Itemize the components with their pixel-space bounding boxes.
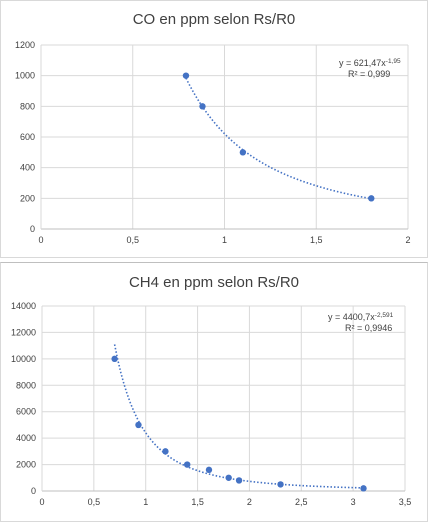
y-tick-label: 12000 xyxy=(11,327,36,337)
data-point xyxy=(360,485,367,492)
x-tick-label: 0 xyxy=(39,497,44,507)
x-tick-label: 1 xyxy=(143,497,148,507)
co-chart-panel: CO en ppm selon Rs/R0 0 0,5 1 1,5 2 0 200 400 60… xyxy=(0,0,428,258)
data-point xyxy=(277,481,284,488)
data-point xyxy=(368,195,375,202)
trendline-r2: R² = 0,999 xyxy=(348,69,390,79)
x-tick-label: 0 xyxy=(38,235,43,245)
co-chart-plot: 0 0,5 1 1,5 2 0 200 400 600 800 1000 1200 y = 621,47… xyxy=(15,40,411,245)
data-point xyxy=(182,72,190,79)
x-tick-label: 2 xyxy=(405,235,410,245)
x-tick-label: 2,5 xyxy=(295,497,308,507)
ch4-chart-panel: CH4 en ppm selon Rs/R0 0 0,5 1 1,5 2 2,5 3 3,5 0… xyxy=(0,262,428,522)
y-tick-label: 2000 xyxy=(16,460,36,470)
x-tick-label: 0,5 xyxy=(88,497,101,507)
y-tick-label: 1200 xyxy=(15,40,35,50)
chart-title: CH4 en ppm selon Rs/R0 xyxy=(128,274,300,291)
equation-base: y = 4400,7x xyxy=(328,312,375,322)
x-tick-label: 1,5 xyxy=(191,497,204,507)
data-point xyxy=(199,103,206,110)
data-point xyxy=(135,421,142,429)
data-point xyxy=(184,461,191,468)
trendline-equation: y = 621,47x-1,95 xyxy=(339,58,401,69)
y-tick-label: 14000 xyxy=(11,301,36,311)
chart-title: CO en ppm selon Rs/R0 xyxy=(132,11,296,28)
x-tick-label: 3,5 xyxy=(399,497,412,507)
x-tick-label: 0,5 xyxy=(126,235,139,245)
y-tick-label: 1000 xyxy=(15,71,35,81)
equation-base: y = 621,47x xyxy=(339,58,386,68)
y-tick-label: 400 xyxy=(20,163,35,173)
x-tick-label: 1 xyxy=(222,235,227,245)
data-point xyxy=(225,474,232,481)
data-point xyxy=(111,355,118,363)
data-point xyxy=(205,466,213,474)
equation-exponent: -1,95 xyxy=(386,58,401,65)
data-point xyxy=(239,149,247,156)
trendline xyxy=(113,344,364,489)
x-tick-label: 1,5 xyxy=(310,235,323,245)
trendline-r2: R² = 0,9946 xyxy=(345,323,392,333)
x-tick-label: 3 xyxy=(351,497,356,507)
data-point xyxy=(162,448,169,455)
y-tick-label: 200 xyxy=(20,193,35,203)
equation-exponent: -2,591 xyxy=(375,312,394,319)
ch4-chart-plot: 0 0,5 1 1,5 2 2,5 3 3,5 0 2000 4000 6000 8000 10000 12… xyxy=(11,301,412,507)
y-tick-label: 4000 xyxy=(16,433,36,443)
y-tick-label: 800 xyxy=(20,101,35,111)
trendline-equation: y = 4400,7x-2,591 xyxy=(328,312,394,323)
x-tick-label: 2 xyxy=(247,497,252,507)
y-tick-label: 10000 xyxy=(11,354,36,364)
y-tick-label: 0 xyxy=(30,224,35,234)
y-tick-label: 0 xyxy=(31,486,36,496)
y-tick-label: 8000 xyxy=(16,380,36,390)
y-tick-label: 6000 xyxy=(16,407,36,417)
trendline xyxy=(185,77,372,200)
y-tick-label: 600 xyxy=(20,132,35,142)
data-point xyxy=(235,477,243,484)
